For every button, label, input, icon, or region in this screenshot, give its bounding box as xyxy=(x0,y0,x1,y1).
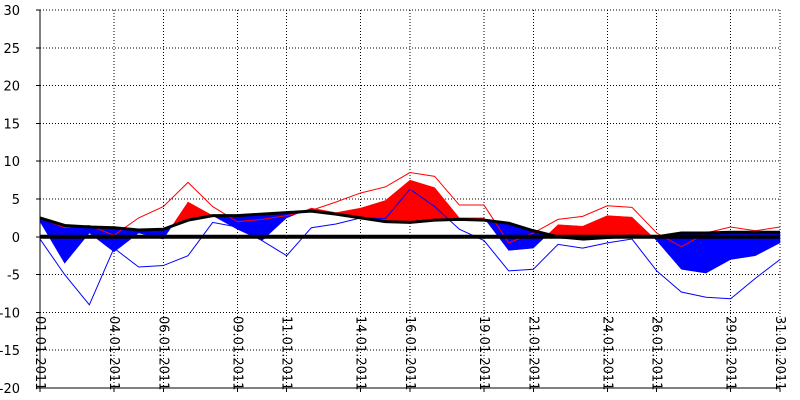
series-lines xyxy=(39,172,781,306)
reference-line xyxy=(39,209,780,241)
above-fill xyxy=(631,216,654,237)
min-line xyxy=(39,188,781,306)
y-tick-label: 10 xyxy=(3,155,20,170)
x-tick-label: 06.01.2011 xyxy=(155,316,170,390)
y-tick-label: 20 xyxy=(3,80,20,95)
y-tick-label: 15 xyxy=(3,117,20,132)
x-tick-label: 01.01.2011 xyxy=(32,316,47,390)
x-tick-label: 09.01.2011 xyxy=(229,316,244,390)
axes xyxy=(36,9,781,392)
max-line xyxy=(39,172,781,248)
above-fill xyxy=(409,179,435,223)
x-tick-label: 31.01.2011 xyxy=(772,316,787,390)
x-tick-label: 21.01.2011 xyxy=(525,316,540,390)
y-tick-label: -20 xyxy=(0,382,20,397)
below-fill xyxy=(681,232,707,274)
x-tick-label: 11.01.2011 xyxy=(279,316,294,390)
y-tick-label: -5 xyxy=(7,269,20,284)
below-fill xyxy=(212,215,238,230)
below-fill xyxy=(113,227,139,253)
y-tick-label: 25 xyxy=(3,42,20,57)
x-tick-label: 29.01.2011 xyxy=(723,316,738,390)
y-tick-label: 5 xyxy=(12,193,20,208)
x-tick-label: 26.01.2011 xyxy=(649,316,664,390)
x-tick-label: 04.01.2011 xyxy=(106,316,121,390)
x-tick-labels: 01.01.2011 04.01.2011 06.01.2011 09.01.2011… xyxy=(32,316,787,390)
below-fill xyxy=(64,225,90,264)
x-tick-label: 16.01.2011 xyxy=(402,316,417,390)
y-tick-label: -15 xyxy=(0,344,20,359)
y-tick-label: 30 xyxy=(3,4,20,19)
x-tick-label: 24.01.2011 xyxy=(599,316,614,390)
y-tick-label: -10 xyxy=(0,306,20,321)
x-tick-label: 19.01.2011 xyxy=(476,316,491,390)
x-tick-label: 14.01.2011 xyxy=(353,316,368,390)
above-fill xyxy=(607,215,633,238)
above-fill xyxy=(434,186,460,221)
y-tick-labels: 30 25 20 15 10 5 0 -5 -10 -15 -20 xyxy=(0,4,20,397)
above-fill xyxy=(385,179,411,223)
y-tick-label: 0 xyxy=(12,231,20,246)
